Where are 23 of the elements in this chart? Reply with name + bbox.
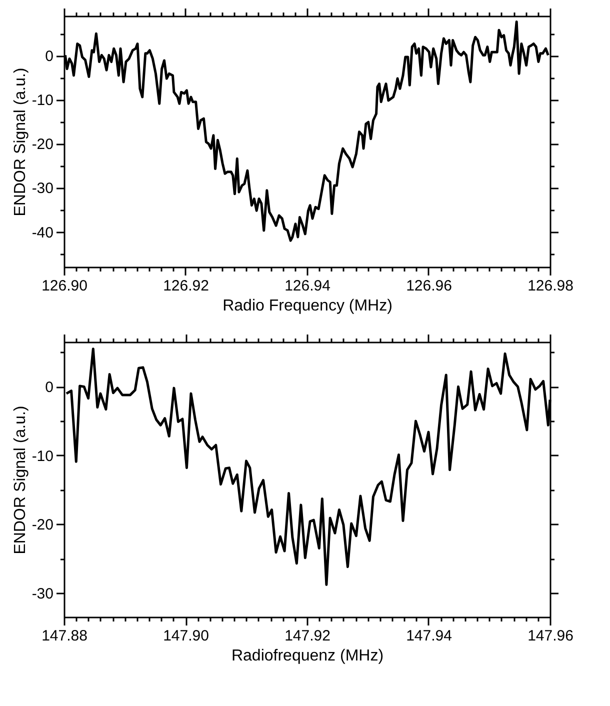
x-tick-label: 126.90 [42, 278, 88, 294]
y-tick-label: 0 [45, 48, 54, 66]
x-tick-label: 147.90 [163, 628, 209, 644]
x-tick-label: 126.92 [163, 278, 209, 294]
y-tick-label: -30 [32, 180, 54, 198]
x-axis-title: Radio Frequency (MHz) [222, 298, 392, 314]
x-tick-label: 147.92 [284, 628, 330, 644]
x-tick-label: 147.96 [528, 628, 574, 644]
y-tick-label: -10 [32, 448, 54, 465]
x-tick-label: 147.94 [406, 628, 452, 644]
y-tick-label: -40 [32, 224, 54, 242]
x-tick-label: 126.94 [284, 278, 330, 294]
y-tick-label: -20 [32, 516, 54, 534]
x-tick-label: 126.96 [406, 278, 452, 294]
x-tick-label: 147.88 [42, 628, 88, 644]
x-axis-title: Radiofrequenz (MHz) [231, 648, 384, 664]
y-tick-label: -20 [32, 136, 54, 154]
y-tick-label: -30 [32, 585, 54, 602]
y-axis-title: ENDOR Signal (a.u.) [12, 68, 29, 216]
y-tick-label: 0 [45, 379, 54, 396]
y-axis-title: ENDOR Signal (a.u.) [12, 406, 29, 554]
y-tick-label: -10 [32, 92, 54, 110]
x-tick-label: 126.98 [528, 278, 574, 294]
